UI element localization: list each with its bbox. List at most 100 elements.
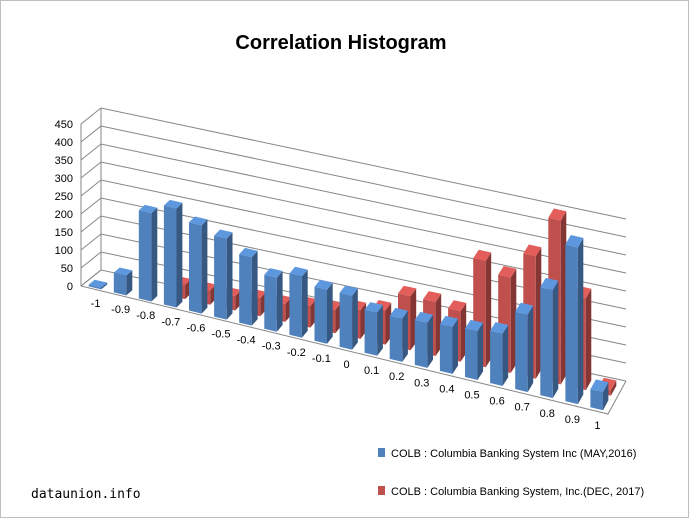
bar-series-1 <box>465 319 484 380</box>
bar-top-face <box>565 235 584 248</box>
x-tick-label: -0.8 <box>136 310 155 322</box>
watermark-text: dataunion.info <box>31 487 141 502</box>
bar-series-1 <box>540 277 559 399</box>
legend-label-series-1: COLB : Columbia Banking System Inc (MAY,… <box>391 448 636 460</box>
bar-series-1 <box>163 199 183 308</box>
bar-side-face <box>151 207 158 302</box>
bar-side-face <box>427 314 433 368</box>
bar-top-face <box>189 216 208 226</box>
bar-top-face <box>548 208 567 221</box>
bar-side-face <box>477 322 484 380</box>
bar-front-face <box>414 319 428 368</box>
bar-side-face <box>251 250 258 326</box>
y-tick-label: 350 <box>55 155 73 167</box>
bar-front-face <box>590 389 603 411</box>
y-tick-label: 200 <box>55 209 73 221</box>
x-tick-label: 0.1 <box>364 365 379 377</box>
bar-top-face <box>439 315 458 328</box>
bar-top-face <box>448 300 467 312</box>
bars <box>88 199 617 411</box>
x-tick-label: -0.2 <box>287 347 306 359</box>
x-tick-label: 1 <box>594 420 600 432</box>
bar-front-face <box>389 315 403 362</box>
bar-side-face <box>226 232 233 320</box>
bar-front-face <box>439 324 453 374</box>
floor-edge <box>80 124 627 415</box>
bar-front-face <box>189 222 202 314</box>
bar-side-face <box>435 293 442 356</box>
bar-front-face <box>214 235 227 320</box>
bar-side-face <box>301 269 308 338</box>
bar-side-face <box>603 382 609 411</box>
bar-side-face <box>552 280 559 399</box>
bar-top-face <box>490 322 509 334</box>
x-tick-label: 0 <box>343 359 349 371</box>
gridline-300 <box>80 161 627 274</box>
y-tick-label: 450 <box>55 119 73 131</box>
bar-front-face <box>515 311 528 393</box>
x-tick-label: 0.3 <box>414 377 429 389</box>
bar-top-face <box>289 266 308 277</box>
bar-side-face <box>352 288 358 350</box>
bar-side-face <box>276 271 283 332</box>
bar-series-1 <box>289 266 308 338</box>
y-tick-label: 300 <box>55 173 73 185</box>
x-tick-label: 0.4 <box>439 383 454 395</box>
bar-side-face <box>327 282 333 344</box>
bar-series-1 <box>590 379 609 411</box>
x-tick-label: -0.3 <box>262 341 281 353</box>
bar-top-face <box>540 277 559 291</box>
y-tick-label: 0 <box>67 281 73 293</box>
bar-front-face <box>138 210 152 302</box>
gridline-250 <box>80 179 627 292</box>
bar-series-1 <box>264 268 283 332</box>
bar-side-face <box>510 268 517 373</box>
bar-series-1 <box>314 279 333 344</box>
bar-front-face <box>264 274 277 332</box>
y-tick-label: 400 <box>55 137 73 149</box>
bar-front-face <box>490 330 503 386</box>
legend: COLB : Columbia Banking System Inc (MAY,… <box>378 448 644 498</box>
bar-side-face <box>410 288 417 351</box>
x-tick-label: -0.1 <box>312 353 331 365</box>
gridline-400 <box>80 125 627 238</box>
x-tick-label: -0.4 <box>237 335 256 347</box>
bar-front-face <box>565 244 578 405</box>
bar-side-face <box>201 219 208 314</box>
bar-side-face <box>585 288 592 391</box>
bar-series-1 <box>214 229 233 320</box>
bar-side-face <box>460 302 467 362</box>
bar-series-1 <box>364 302 383 356</box>
bar-side-face <box>402 310 408 362</box>
bar-series-1 <box>189 216 208 314</box>
bar-side-face <box>176 202 183 308</box>
bar-top-face <box>515 302 534 315</box>
bar-top-face <box>498 266 517 278</box>
bar-series-1 <box>414 311 433 368</box>
bar-front-face <box>465 328 478 380</box>
bar-side-face <box>527 305 534 393</box>
bar-front-face <box>113 272 127 296</box>
bar-front-face <box>239 254 252 326</box>
bar-top-face <box>214 229 233 239</box>
bar-top-face <box>389 307 408 319</box>
x-tick-label: -0.7 <box>161 316 180 328</box>
bar-side-face <box>101 282 108 290</box>
bar-series-1 <box>339 285 358 350</box>
bar-front-face <box>314 286 327 344</box>
bar-top-face <box>264 268 283 278</box>
bar-series-1 <box>389 307 408 362</box>
bar-series-1 <box>239 247 258 326</box>
y-axis-ticks: 0 50 100 150 200 250 300 350 400 450 <box>55 119 73 293</box>
bar-series-1 <box>113 267 133 296</box>
bar-front-face <box>289 273 302 338</box>
gridline-450 <box>80 107 627 220</box>
x-tick-label: -0.9 <box>111 304 130 316</box>
bar-front-face <box>339 292 353 350</box>
chart-title: Correlation Histogram <box>235 32 446 54</box>
bar-top-face <box>138 204 158 214</box>
bar-top-face <box>523 244 542 257</box>
bar-side-face <box>560 211 567 385</box>
